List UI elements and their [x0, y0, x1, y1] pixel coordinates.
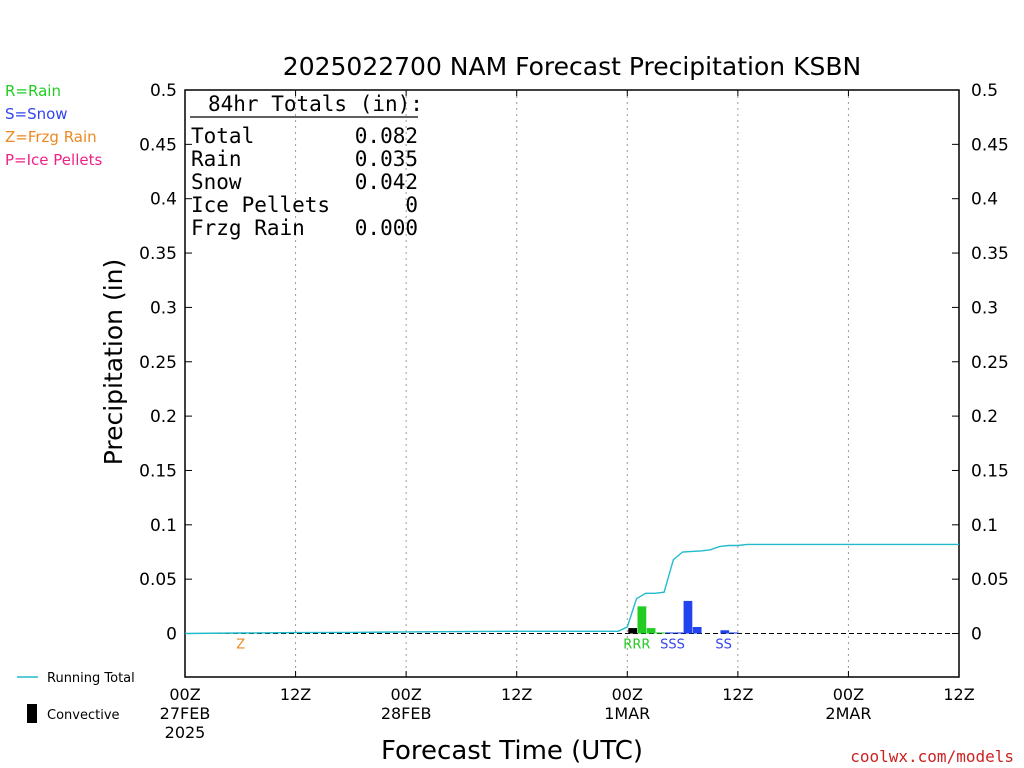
x-tick-label: 28FEB — [381, 704, 432, 723]
x-tick-label: 27FEB — [160, 704, 211, 723]
x-tick-label: 12Z — [501, 685, 532, 704]
totals-row-value: 0 — [405, 193, 418, 217]
precip-bar — [665, 632, 674, 634]
x-tick-label: 12Z — [722, 685, 753, 704]
legend-entry-z: Z=Frzg Rain — [5, 128, 97, 146]
precip-bar — [674, 632, 684, 634]
legend-entry-s: S=Snow — [5, 105, 68, 123]
y-tick-label-right: 0.35 — [971, 244, 1009, 264]
y-tick-label-right: 0.2 — [971, 407, 998, 427]
totals-row-label: Total — [191, 124, 254, 148]
x-tick-label: 00Z — [390, 685, 421, 704]
y-tick-label-left: 0.35 — [139, 244, 177, 264]
totals-row-value: 0.042 — [355, 170, 418, 194]
legend-entry-r: R=Rain — [5, 82, 61, 100]
x-tick-label: 2MAR — [825, 704, 871, 723]
totals-header: 84hr Totals (in): — [208, 92, 423, 116]
precip-bar — [637, 606, 647, 634]
totals-row-value: 0.035 — [355, 147, 418, 171]
y-tick-label-left: 0.4 — [150, 190, 177, 210]
precip-bar — [655, 632, 665, 634]
precip-type-legend: R=Rain S=Snow Z=Frzg Rain P=Ice Pellets — [5, 82, 102, 169]
x-tick-label: 2025 — [165, 723, 206, 742]
convective-legend-swatch — [27, 704, 37, 723]
y-tick-label-right: 0 — [971, 625, 982, 645]
plot-frame — [184, 89, 960, 678]
y-tick-label-left: 0.3 — [150, 298, 177, 318]
totals-row-label: Snow — [191, 170, 242, 194]
y-tick-label-right: 0.5 — [971, 81, 998, 101]
totals-row-value: 0.082 — [355, 124, 418, 148]
y-tick-label-left: 0.45 — [139, 135, 177, 155]
precip-type-marker: Z — [236, 638, 245, 653]
precip-bar — [683, 600, 693, 634]
precip-type-markers: Z RRR SSS SS — [236, 638, 732, 653]
x-tick-label: 00Z — [833, 685, 864, 704]
y-tick-label-right: 0.4 — [971, 190, 998, 210]
credit-text: coolwx.com/models — [850, 747, 1014, 766]
totals-row-value: 0.000 — [355, 216, 418, 240]
convective-legend-label: Convective — [47, 708, 120, 723]
x-tick-label: 00Z — [169, 685, 200, 704]
y-tick-label-right: 0.3 — [971, 298, 998, 318]
y-tick-label-left: 0.2 — [150, 407, 177, 427]
totals-box: 84hr Totals (in): Total 0.082 Rain 0.035 Sno… — [190, 92, 423, 240]
running-total-legend-label: Running Total — [47, 671, 135, 686]
y-tick-label-left: 0.15 — [139, 461, 177, 481]
y-tick-label-right: 0.25 — [971, 353, 1009, 373]
y-tick-label-left: 0.5 — [150, 81, 177, 101]
precip-bar — [729, 632, 739, 634]
y-tick-label-left: 0.05 — [139, 570, 177, 590]
x-tick-label: 1MAR — [604, 704, 650, 723]
y-tick-label-left: 0 — [166, 625, 177, 645]
totals-row-label: Ice Pellets — [191, 193, 330, 217]
precip-bar — [646, 628, 656, 634]
y-tick-label-right: 0.15 — [971, 461, 1009, 481]
precip-bar — [628, 628, 638, 634]
x-tick-label: 00Z — [612, 685, 643, 704]
y-axis-ticks: 0 0 0.05 0.05 0.1 0.1 0.15 0.15 0.2 0.2 0.25 0.25 0.… — [139, 81, 1009, 645]
precip-bars — [628, 600, 739, 634]
y-tick-label-left: 0.1 — [150, 516, 177, 536]
precip-type-marker: SS — [715, 638, 732, 653]
vertical-gridlines — [295, 90, 849, 677]
precip-bar — [720, 630, 730, 634]
y-tick-label-right: 0.05 — [971, 570, 1009, 590]
running-total-line — [184, 543, 959, 635]
x-tick-label: 12Z — [280, 685, 311, 704]
precip-type-marker: SSS — [660, 638, 685, 653]
totals-row-label: Rain — [191, 147, 242, 171]
y-tick-label-right: 0.45 — [971, 135, 1009, 155]
precip-type-marker: RRR — [623, 638, 650, 653]
x-axis-label: Forecast Time (UTC) — [381, 736, 643, 766]
y-axis-label: Precipitation (in) — [99, 259, 128, 466]
legend-entry-p: P=Ice Pellets — [5, 151, 102, 169]
precip-bar — [692, 626, 702, 634]
totals-row-label: Frzg Rain — [191, 216, 305, 240]
chart-title: 2025022700 NAM Forecast Precipitation KS… — [283, 52, 861, 81]
x-tick-label: 12Z — [943, 685, 974, 704]
y-tick-label-right: 0.1 — [971, 516, 998, 536]
y-tick-label-left: 0.25 — [139, 353, 177, 373]
